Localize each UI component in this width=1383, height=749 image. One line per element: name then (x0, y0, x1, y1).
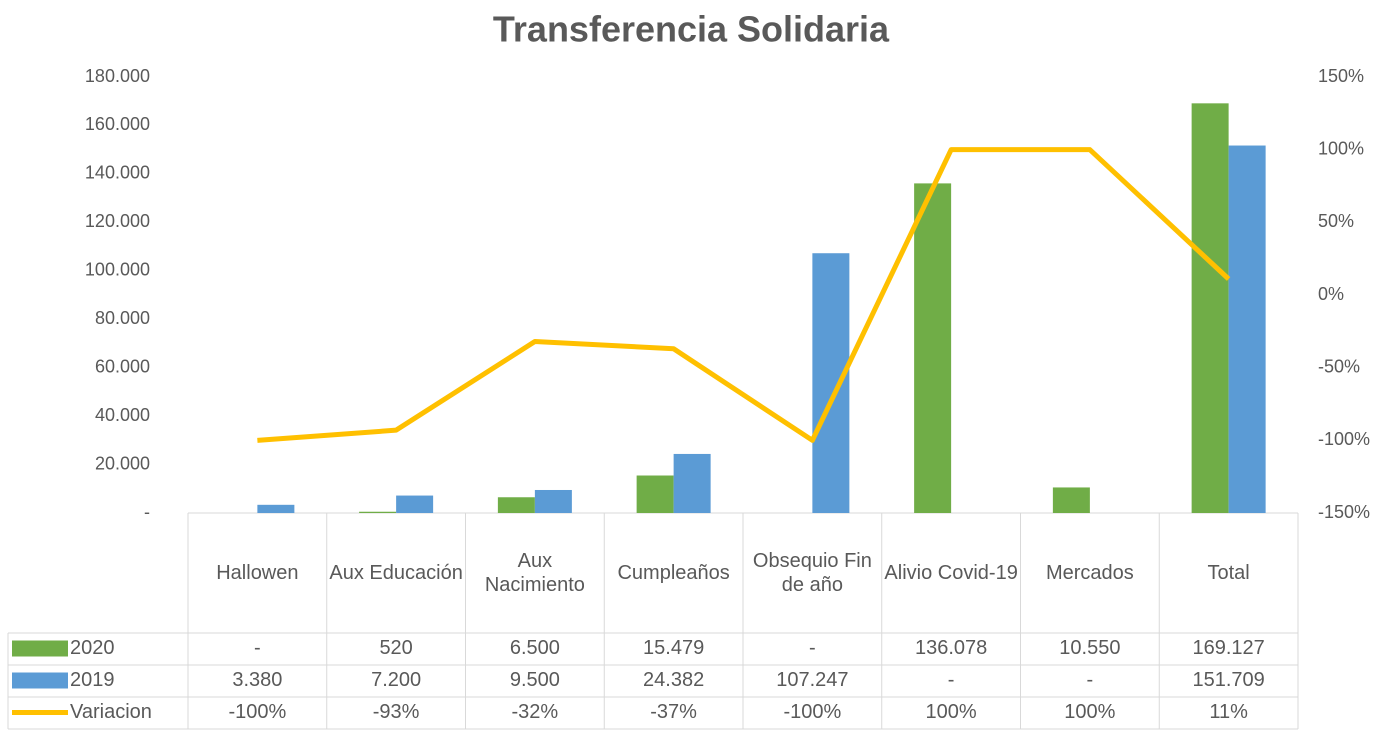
category-cell: Alivio Covid-19 (884, 562, 1018, 584)
bar (257, 504, 295, 513)
category-label: Alivio Covid-19 (884, 562, 1018, 584)
category-cell: Aux Educación (329, 562, 463, 584)
chart-title: Transferencia Solidaria (493, 9, 890, 50)
legend-key (12, 672, 68, 689)
value-label: -100% (783, 701, 841, 723)
value-label: 151.709 (1192, 669, 1264, 691)
value-label: -37% (650, 701, 697, 723)
y-tick-label: 120.000 (85, 211, 150, 231)
value-label: 10.550 (1059, 637, 1120, 659)
value-label: 100% (1064, 701, 1115, 723)
legend-label: 2019 (70, 669, 115, 691)
y-tick-label: - (144, 502, 150, 522)
y2-tick-label: 0% (1318, 284, 1344, 304)
value-label: 136.078 (915, 637, 987, 659)
category-label: Aux Nacimiento (484, 550, 585, 596)
value-label: 9.500 (510, 669, 560, 691)
y-tick-label: 180.000 (85, 66, 150, 86)
bar (1228, 145, 1266, 513)
category-label: Aux Educación (329, 562, 463, 584)
y2-tick-label: -50% (1318, 356, 1360, 376)
category-cell: Mercados (1045, 562, 1134, 584)
value-label: 24.382 (643, 669, 704, 691)
bar (1052, 487, 1090, 513)
value-label: 107.247 (776, 669, 848, 691)
bar (914, 183, 952, 513)
y2-tick-label: -150% (1318, 502, 1370, 522)
category-label: Cumpleaños (617, 562, 730, 584)
bar (673, 453, 711, 513)
value-label: - (1087, 669, 1094, 691)
category-cell: Total (1207, 562, 1250, 584)
y-tick-label: 20.000 (95, 453, 150, 473)
y-tick-label: 100.000 (85, 260, 150, 280)
value-label: - (809, 637, 816, 659)
bar (636, 475, 674, 513)
bar (359, 511, 397, 513)
value-label: 3.380 (232, 669, 282, 691)
category-cell: Cumpleaños (617, 562, 730, 584)
y-tick-label: 40.000 (95, 405, 150, 425)
value-label: 6.500 (510, 637, 560, 659)
category-label: Hallowen (216, 562, 299, 584)
category-cell: Aux Nacimiento (484, 550, 585, 596)
bar (396, 495, 434, 513)
category-label: Total (1207, 562, 1250, 584)
value-label: 169.127 (1192, 637, 1264, 659)
category-label: Mercados (1045, 562, 1134, 584)
value-label: 520 (379, 637, 412, 659)
bar (1191, 103, 1229, 513)
value-label: -32% (512, 701, 559, 723)
value-label: - (254, 637, 261, 659)
bar (534, 489, 572, 513)
y2-tick-label: -100% (1318, 429, 1370, 449)
value-label: 7.200 (371, 669, 421, 691)
bar (497, 497, 535, 513)
legend-key (12, 640, 68, 657)
y-tick-label: 80.000 (95, 308, 150, 328)
category-cell: Hallowen (216, 562, 299, 584)
value-label: -100% (228, 701, 286, 723)
category-label: Obsequio Fin de año (752, 550, 872, 596)
value-label: 11% (1209, 701, 1248, 723)
line (257, 147, 1231, 443)
category-cell: Obsequio Fin de año (752, 550, 872, 596)
value-label: -93% (373, 701, 420, 723)
bar (812, 253, 850, 513)
legend-label: Variacion (70, 701, 152, 723)
value-label: 15.479 (643, 637, 704, 659)
y2-tick-label: 100% (1318, 138, 1364, 158)
y-tick-label: 160.000 (85, 114, 150, 134)
legend-label: 2020 (70, 637, 115, 659)
y2-tick-label: 150% (1318, 66, 1364, 86)
y-tick-label: 140.000 (85, 163, 150, 183)
y-tick-label: 60.000 (95, 356, 150, 376)
value-label: - (948, 669, 955, 691)
value-label: 100% (926, 701, 977, 723)
y2-tick-label: 50% (1318, 211, 1354, 231)
